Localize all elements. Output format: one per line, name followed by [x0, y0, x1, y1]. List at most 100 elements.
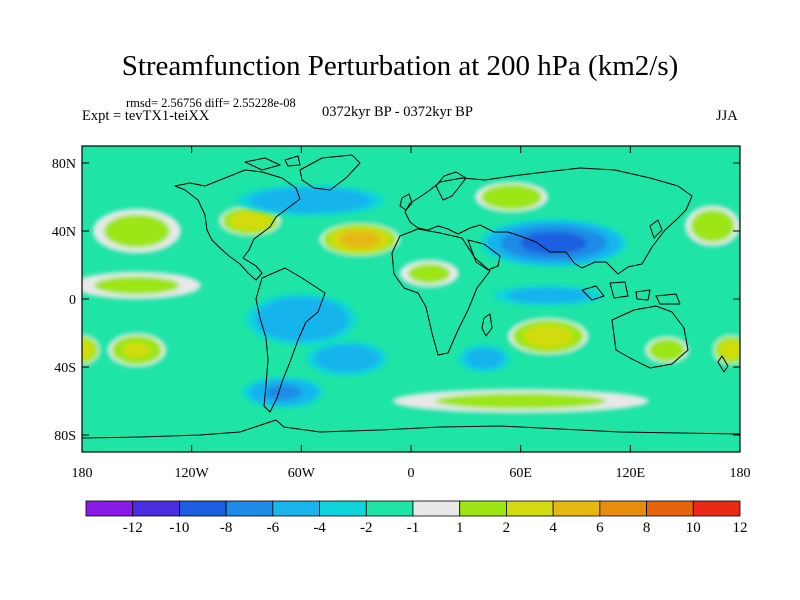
field-feature [712, 334, 740, 366]
colorbar-label: -1 [407, 520, 420, 536]
colorbar-label: 4 [549, 520, 557, 536]
field-feature [82, 271, 201, 299]
field-feature [493, 285, 603, 306]
colorbar-label: -12 [123, 520, 143, 536]
field-contour [339, 230, 381, 249]
colorbar-bin [412, 500, 461, 517]
coastline-arctic-islands [244, 155, 301, 171]
field-contour [719, 340, 740, 360]
field-feature [480, 219, 627, 267]
field-feature [82, 334, 101, 366]
colorbar: -12 -10 -8 -6 -4 -2 -1 1 2 4 6 8 10 12 [85, 500, 748, 536]
colorbar-label: -6 [267, 520, 280, 536]
field-feature [237, 185, 384, 216]
colorbar-label: 10 [686, 520, 701, 536]
field-feature [219, 205, 282, 237]
lon-tick-label: 60E [509, 466, 532, 481]
colorbar-label: -10 [169, 520, 189, 536]
lon-tick-label: 60W [288, 466, 316, 481]
coastline-scandinavia [435, 171, 467, 201]
lon-tick-label: 120E [616, 466, 646, 481]
colorbar-label: 12 [733, 520, 748, 536]
lon-tick-label: 180 [730, 466, 751, 481]
colorbar-bin [132, 500, 180, 517]
coastline-arabia [467, 239, 501, 271]
field-contour [123, 342, 151, 358]
lon-tick-label: 120W [175, 466, 210, 481]
field-contour [464, 348, 504, 369]
colorbar-bin [506, 500, 554, 517]
season-label: JJA [716, 108, 738, 124]
lat-tick-label: 80N [52, 157, 76, 172]
coastline-africa [391, 228, 491, 356]
field-feature [246, 293, 357, 345]
field-contour [408, 263, 451, 284]
field-feature [107, 333, 167, 367]
colorbar-bin [365, 500, 414, 517]
field-contour [249, 187, 372, 214]
period-label: 0372kyr BP - 0372kyr BP [322, 104, 473, 120]
colorbar-bin [319, 500, 367, 517]
coastline-eurasia [404, 167, 693, 275]
coastline-maritime-continent [581, 281, 681, 305]
colorbar-label: -2 [360, 520, 373, 536]
field-feature [306, 341, 388, 376]
field-contour [94, 276, 180, 295]
coastline-north-america [174, 169, 301, 281]
colorbar-label: 1 [456, 520, 464, 536]
field-feature [400, 259, 459, 288]
lon-tick-label: 0 [408, 466, 415, 481]
colorbar-bin [272, 500, 320, 517]
lat-tick-label: 40S [54, 361, 76, 376]
colorbar-bin [692, 500, 741, 517]
field-feature [507, 317, 589, 356]
field-contour [690, 209, 735, 243]
field-contour [506, 287, 590, 304]
lat-tick-label: 0 [69, 293, 76, 308]
colorbar-bin [552, 500, 601, 517]
colorbar-label: -4 [313, 520, 326, 536]
coastline-south-america [255, 267, 326, 413]
field-feature [392, 389, 649, 413]
field-contour [82, 340, 94, 360]
field-feature [458, 344, 510, 373]
colorbar-bin [225, 500, 274, 517]
coastline-british-isles [399, 193, 413, 211]
colorbar-label: 8 [643, 520, 651, 536]
coastline-australia [611, 305, 689, 369]
map-axes: 80N 40N 0 40S 80S 180 120W 60W 0 60E 120E 180 [52, 146, 751, 481]
colorbar-bin [599, 500, 647, 517]
plot-title: Streamfunction Perturbation at 200 hPa (… [121, 50, 679, 82]
colorbar-bin [646, 500, 694, 517]
coastline-greenland [299, 154, 361, 191]
streamfunction-field [82, 146, 740, 452]
field-contour [481, 184, 543, 210]
colorbar-bin [179, 500, 227, 517]
field-contour [523, 324, 573, 348]
colorbar-label: -8 [220, 520, 233, 536]
coastline-madagascar [481, 313, 493, 337]
lon-tick-label: 180 [72, 466, 93, 481]
field-feature [319, 222, 401, 257]
coastline-japan [649, 219, 663, 239]
experiment-label: Expt = tevTX1-teiXX [82, 108, 210, 124]
field-contour [520, 232, 587, 254]
lat-tick-label: 80S [54, 429, 76, 444]
field-contour [229, 210, 271, 231]
coastline-new-zealand [717, 355, 729, 373]
field-contour [254, 297, 348, 342]
lat-tick-label: 40N [52, 225, 76, 240]
field-feature [92, 208, 181, 254]
field-feature [474, 181, 549, 213]
colorbar-label: 2 [503, 520, 511, 536]
field-contour [264, 385, 302, 400]
colorbar-bin [459, 500, 507, 517]
colorbar-bin [85, 500, 134, 517]
field-contour [435, 393, 606, 409]
colorbar-label: 6 [596, 520, 604, 536]
coastlines [82, 154, 740, 439]
stats-line: rmsd= 2.56756 diff= 2.55228e-08 [126, 96, 296, 110]
field-feature [242, 377, 324, 408]
coastline-antarctica [82, 419, 740, 439]
